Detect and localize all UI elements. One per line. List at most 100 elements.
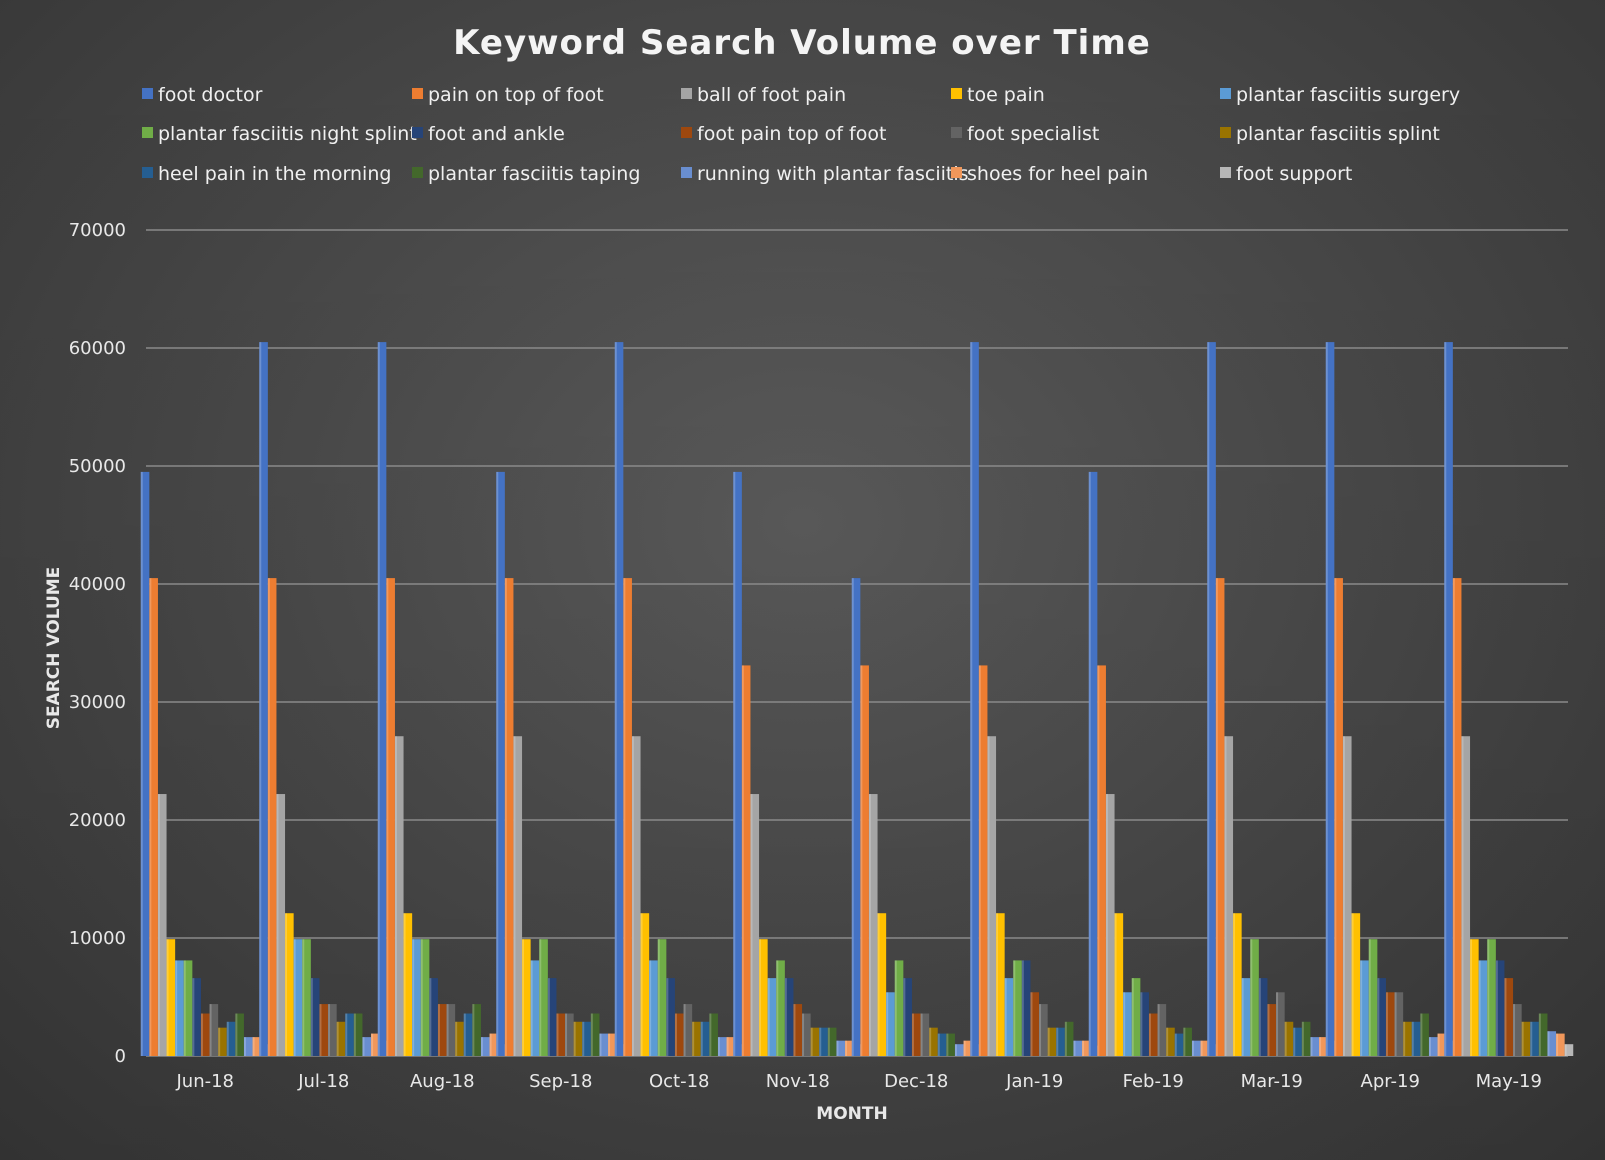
bar [183,960,193,1056]
bar-highlight [1444,342,1447,1057]
bar-highlight [243,1037,246,1056]
bar-highlight [386,578,389,1056]
bar-highlight [836,1040,839,1056]
legend-label: foot support [1236,163,1352,185]
bar-highlight [631,736,634,1056]
x-tick-label: Mar-19 [1241,1071,1303,1092]
bar [1411,1021,1421,1056]
legend-item: plantar fasciitis splint [1220,123,1440,145]
bar-highlight [717,1037,720,1056]
bar-highlight [267,578,270,1056]
bar [1174,1033,1184,1056]
bar-highlight [565,1013,568,1056]
bar-highlight [1200,1040,1203,1056]
bar [733,471,742,1056]
bar-highlight [1538,1013,1541,1056]
bar [377,342,387,1057]
legend-swatch [1220,88,1231,99]
bar-highlight [1215,578,1218,1056]
y-tick-label: 50000 [69,456,126,477]
bar [1301,1021,1311,1056]
bar [1056,1027,1065,1056]
bar [1385,992,1395,1056]
bar [157,794,167,1056]
bar-highlight [200,1013,203,1056]
bar [259,342,268,1057]
bar-highlight [640,913,643,1056]
bar [1157,1004,1167,1056]
bar-highlight [1411,1021,1414,1056]
legend-item: toe pain [951,84,1045,106]
bar-highlight [504,578,507,1056]
legend-swatch [681,88,692,99]
bar [267,578,277,1056]
legend-swatch [681,167,692,178]
bar [353,1013,363,1056]
bar [1200,1040,1210,1056]
bar-highlight [1437,1033,1440,1056]
bar-highlight [1420,1013,1423,1056]
bar [1140,992,1149,1056]
bar [1064,1021,1074,1056]
bar-highlight [726,1037,729,1056]
bar-highlight [1267,1004,1270,1056]
bar [886,992,895,1056]
bar-highlight [894,960,897,1056]
bar-highlight [345,1013,348,1056]
legend-item: plantar fasciitis taping [412,163,640,185]
bar-highlight [556,1013,559,1056]
bar [827,1027,837,1056]
bar [1148,1013,1158,1056]
bar-highlight [226,1021,229,1056]
bar [302,939,311,1056]
bar [776,960,785,1056]
bar-highlight [776,960,779,1056]
bar [1258,978,1268,1056]
bar [1325,342,1335,1057]
bar [1047,1027,1057,1056]
bar [310,978,320,1056]
bar [903,978,912,1056]
bar-highlight [252,1037,255,1056]
bar-highlight [623,578,626,1056]
bar [200,1013,210,1056]
bar-highlight [784,978,787,1056]
x-tick-label: Jul-18 [297,1071,349,1092]
legend-swatch [1220,127,1231,138]
bar [1233,913,1242,1056]
bar [894,960,904,1056]
bar-highlight [954,1044,957,1056]
bar-highlight [1241,978,1244,1056]
bar-highlight [733,471,736,1056]
bar-highlight [420,939,423,1056]
bar-highlight [328,1004,331,1056]
legend-item: running with plantar fasciitis [681,163,969,185]
bar [1183,1027,1192,1056]
bar [709,1013,718,1056]
bar-highlight [1351,913,1354,1056]
bar-highlight [1513,1004,1516,1056]
bar [140,471,150,1056]
bar-highlight [353,1013,356,1056]
legend-label: ball of foot pain [697,84,846,106]
bar-highlight [1148,1013,1151,1056]
bar-highlight [819,1027,822,1056]
bar-highlight [802,1013,805,1056]
bar [513,736,523,1056]
bar [1564,1044,1574,1056]
bar [1420,1013,1429,1056]
bar [1123,992,1132,1056]
bar [328,1004,337,1056]
legend-swatch [1220,167,1231,178]
bar-highlight [582,1021,585,1056]
bar [1444,342,1453,1057]
bar-highlight [394,736,397,1056]
bar-highlight [946,1033,949,1056]
bar [192,978,201,1056]
bar-highlight [937,1033,940,1056]
bar [741,665,751,1056]
bar-highlight [793,1004,796,1056]
bar [218,1027,227,1056]
bar [336,1021,346,1056]
bar [1021,960,1031,1056]
